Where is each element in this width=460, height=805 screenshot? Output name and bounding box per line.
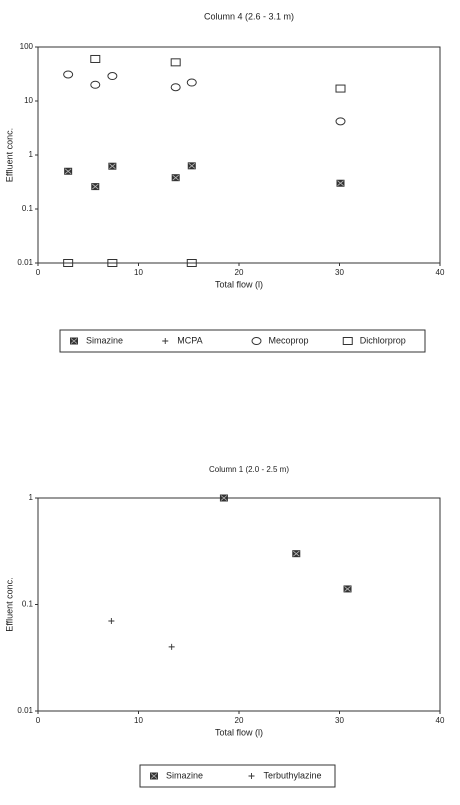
data-point [90,54,101,63]
legend-marker [150,772,158,780]
data-point-part [90,80,101,89]
legend-marker [248,773,255,779]
legend-marker-part [162,338,169,344]
legend-box [59,329,426,353]
legend-marker [342,337,353,345]
data-point [343,585,352,593]
x-tick-label: 10 [134,268,143,277]
data-point-part [293,550,300,557]
x-tick-label: 20 [235,268,244,277]
data-point [292,550,301,558]
chart-title: Column 1 (2.0 - 2.5 m) [209,465,289,474]
data-point [90,80,101,89]
data-point-part [186,78,197,87]
legend-marker-part [150,773,158,779]
data-point-part [109,163,116,170]
data-point-part [220,495,228,501]
data-point [108,162,117,170]
legend-label: Simazine [86,335,123,345]
x-tick-label: 30 [335,716,344,725]
y-tick-label: 0.1 [22,600,34,609]
data-point-part [92,183,99,190]
data-point-part [170,58,181,67]
data-point-part [335,84,346,93]
data-point [336,179,345,187]
data-point [186,259,197,267]
data-point-part [107,259,118,267]
data-point-part [107,72,118,81]
x-tick-label: 10 [134,716,143,725]
data-point [108,617,115,624]
legend-marker [251,337,262,345]
x-tick-label: 30 [335,268,344,277]
data-point [219,494,228,502]
legend-box [139,764,336,788]
legend-marker-part [248,773,255,779]
y-tick-label: 100 [20,42,34,51]
data-point [63,70,74,79]
data-point-part [90,54,101,63]
data-point-part [64,168,72,175]
plot-frame [37,46,441,264]
data-point [186,78,197,87]
legend-label: Dichlorprop [360,335,406,345]
data-point-part [344,586,351,592]
legend-label: Terbuthylazine [264,770,322,780]
x-tick-label: 20 [235,716,244,725]
y-tick-label: 1 [29,493,34,502]
data-point [107,259,118,267]
data-point-part [63,70,74,79]
data-point-part [188,163,196,169]
legend-label: Simazine [166,770,203,780]
x-tick-label: 40 [436,268,445,277]
y-axis-label: Effluent conc. [4,577,14,631]
data-point [171,174,180,182]
legend-marker-part [342,337,353,345]
data-point [170,58,181,67]
data-point-part [335,117,346,126]
y-tick-label: 1 [29,150,34,159]
legend-label: Mecoprop [269,335,309,345]
y-tick-label: 0.01 [17,258,33,267]
data-point-part [186,259,197,267]
y-tick-label: 0.1 [22,204,34,213]
legend-marker [162,338,169,344]
x-tick-label: 40 [436,716,445,725]
chart-title: Column 4 (2.6 - 3.1 m) [204,11,294,21]
data-point [170,83,181,92]
legend-marker-part [70,338,78,344]
data-point-part [108,617,115,624]
y-tick-label: 0.01 [17,706,33,715]
data-point [63,259,74,267]
x-axis-label: Total flow (l) [215,727,263,737]
x-tick-label: 0 [36,716,41,725]
data-point-part [168,643,175,650]
y-axis-label: Effluent conc. [4,128,14,182]
data-point-part [63,259,74,267]
data-point [107,72,118,81]
data-point [335,84,346,93]
data-point-part [337,180,344,187]
legend-marker [70,337,78,345]
x-axis-label: Total flow (l) [215,279,263,289]
data-point [64,167,73,175]
data-point [335,117,346,126]
legend-label: MCPA [177,335,202,345]
data-point [168,643,175,650]
legend-marker-part [251,337,262,345]
data-point [187,162,196,170]
data-point-part [172,174,179,181]
y-tick-label: 10 [24,96,33,105]
plot-frame [37,497,441,712]
x-tick-label: 0 [36,268,41,277]
data-point [91,183,100,191]
data-point-part [170,83,181,92]
